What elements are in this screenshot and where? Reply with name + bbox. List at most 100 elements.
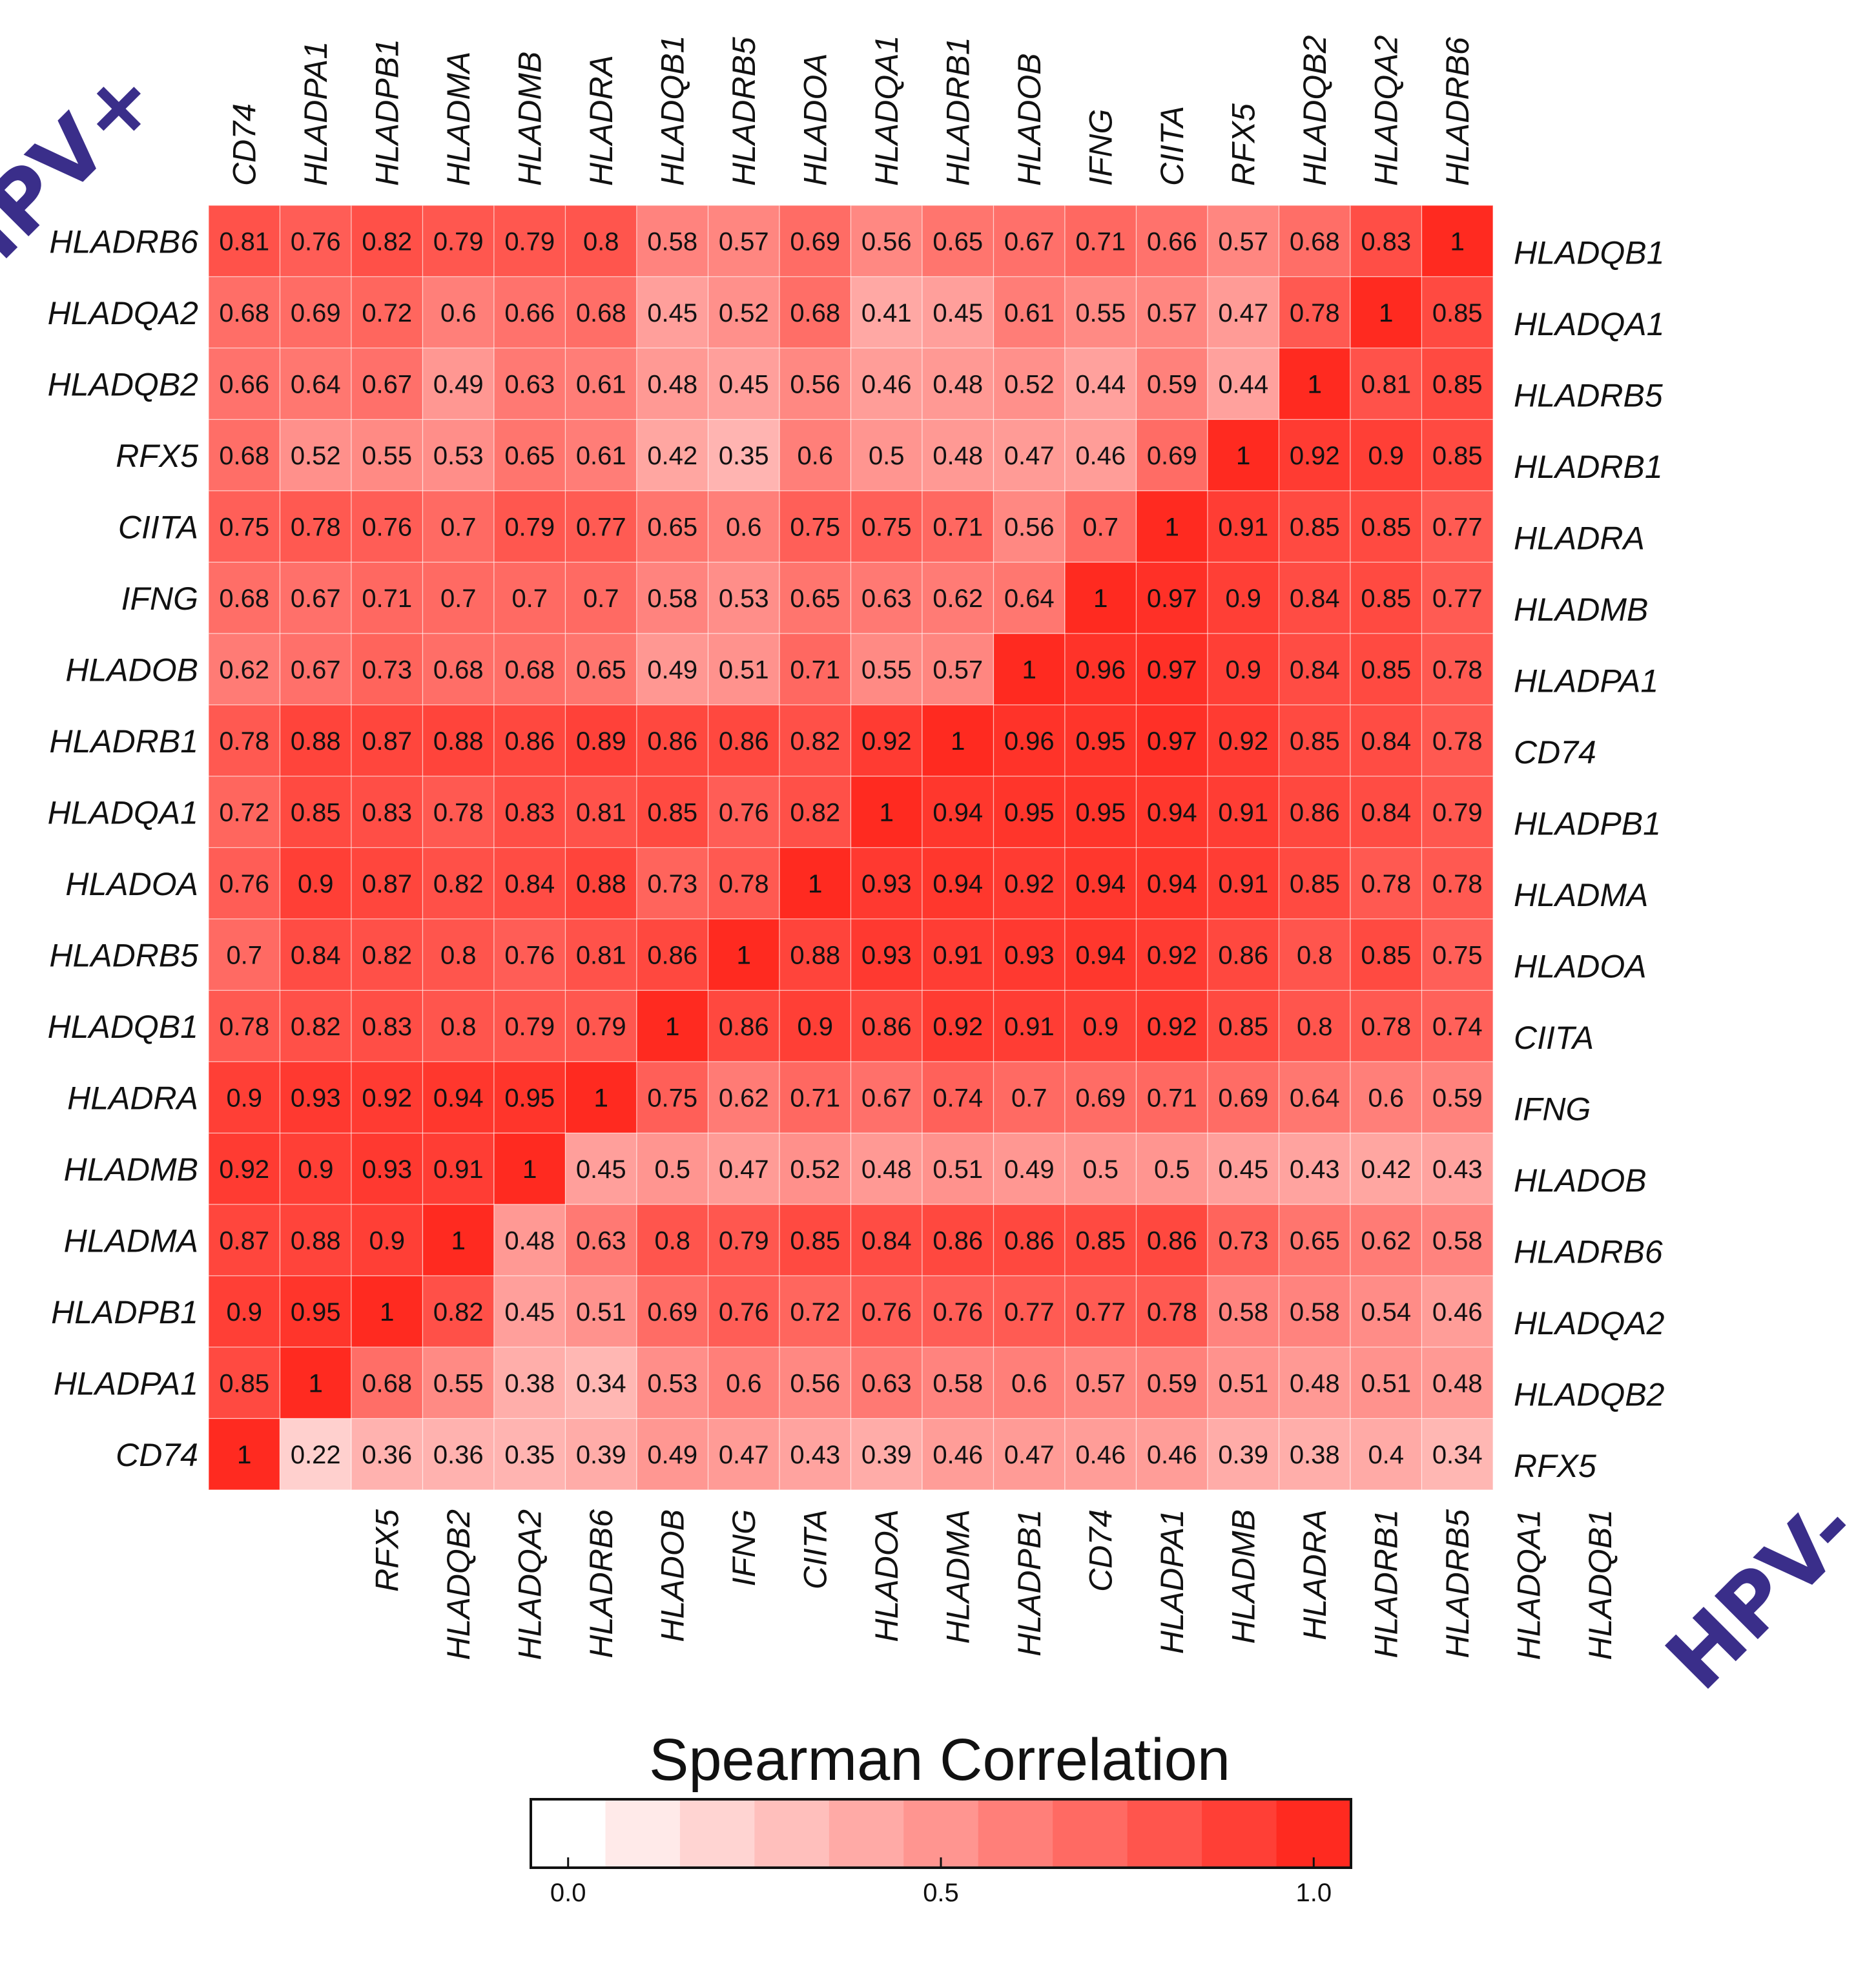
hpv-pos-row-label: RFX5 bbox=[116, 438, 198, 474]
hpv-pos-cell bbox=[422, 633, 495, 706]
hpv-pos-cell bbox=[850, 418, 923, 491]
hpv-pos-cell-value: 0.68 bbox=[219, 442, 269, 470]
hpv-neg-row-label: HLADRA bbox=[1514, 520, 1645, 556]
hpv-neg-cell bbox=[493, 1204, 566, 1277]
hpv-neg-cell-value: 0.45 bbox=[576, 1155, 626, 1184]
hpv-neg-cell bbox=[564, 1061, 637, 1134]
hpv-neg-cell bbox=[1135, 989, 1208, 1062]
hpv-neg-cell bbox=[779, 847, 852, 920]
hpv-neg-cell bbox=[993, 1347, 1066, 1420]
hpv-neg-cell bbox=[1207, 704, 1280, 777]
colorbar-tick-label: 0.0 bbox=[550, 1879, 586, 1907]
hpv-neg-cell bbox=[993, 1204, 1066, 1277]
hpv-neg-cell-value: 0.59 bbox=[1432, 1084, 1483, 1112]
hpv-neg-cell-value: 0.86 bbox=[719, 1013, 769, 1041]
hpv-pos-cell bbox=[422, 1132, 495, 1205]
hpv-neg-cell-value: 0.47 bbox=[719, 1155, 769, 1184]
hpv-neg-cell-value: 0.49 bbox=[1004, 1155, 1055, 1184]
hpv-neg-cell-value: 0.77 bbox=[1075, 1298, 1126, 1327]
hpv-pos-cell bbox=[279, 704, 352, 777]
hpv-neg-cell-value: 0.5 bbox=[1154, 1155, 1190, 1184]
hpv-neg-cell-value: 0.85 bbox=[1290, 870, 1340, 898]
hpv-pos-cell-value: 0.9 bbox=[298, 870, 334, 898]
hpv-neg-cell bbox=[1421, 1275, 1494, 1348]
hpv-neg-cell-value: 0.94 bbox=[1075, 941, 1126, 969]
hpv-pos-cell bbox=[493, 418, 566, 491]
hpv-pos-cell-value: 0.52 bbox=[1004, 370, 1055, 398]
hpv-pos-cell-value: 0.8 bbox=[440, 1013, 477, 1041]
hpv-pos-cell-value: 0.48 bbox=[933, 442, 983, 470]
hpv-neg-cell bbox=[707, 989, 780, 1062]
hpv-pos-row-label: HLADRB1 bbox=[49, 723, 198, 759]
hpv-neg-cell bbox=[422, 1347, 495, 1420]
hpv-neg-cell-value: 0.46 bbox=[933, 1441, 983, 1469]
hpv-neg-cell-value: 0.47 bbox=[719, 1441, 769, 1469]
hpv-pos-cell-value: 0.87 bbox=[219, 1226, 269, 1255]
hpv-pos-cell bbox=[351, 989, 424, 1062]
hpv-pos-cell-value: 0.83 bbox=[504, 798, 555, 827]
hpv-pos-cell bbox=[279, 561, 352, 634]
hpv-neg-cell-value: 0.86 bbox=[1218, 941, 1268, 969]
hpv-pos-cell-value: 0.85 bbox=[219, 1369, 269, 1398]
hpv-neg-cell-value: 0.7 bbox=[1011, 1084, 1047, 1112]
hpv-pos-cell-value: 0.7 bbox=[1082, 513, 1118, 541]
hpv-pos-cell-value: 0.76 bbox=[719, 798, 769, 827]
hpv-pos-cell-value: 0.47 bbox=[1004, 442, 1055, 470]
hpv-neg-row-label: HLADOA bbox=[1514, 948, 1647, 984]
hpv-pos-cell bbox=[422, 776, 495, 849]
hpv-pos-cell bbox=[636, 561, 709, 634]
hpv-pos-cell-value: 0.69 bbox=[291, 299, 341, 327]
hpv-pos-cell bbox=[779, 776, 852, 849]
hpv-neg-cell-value: 0.74 bbox=[933, 1084, 983, 1112]
hpv-neg-cell bbox=[1421, 847, 1494, 920]
hpv-pos-cell-value: 0.75 bbox=[861, 513, 912, 541]
hpv-neg-cell bbox=[850, 1132, 923, 1205]
hpv-neg-cell bbox=[1350, 1347, 1423, 1420]
hpv-neg-cell bbox=[850, 1418, 923, 1491]
hpv-pos-cell bbox=[850, 205, 923, 278]
hpv-neg-cell-value: 0.78 bbox=[1432, 870, 1483, 898]
hpv-neg-cell-value: 0.95 bbox=[1004, 798, 1055, 827]
hpv-pos-cell bbox=[993, 347, 1066, 420]
hpv-neg-cell bbox=[922, 1347, 995, 1420]
hpv-neg-cell bbox=[707, 1347, 780, 1420]
hpv-neg-column-label: CD74 bbox=[1082, 1509, 1118, 1592]
hpv-neg-column-label: HLADRA bbox=[1297, 1509, 1333, 1640]
hpv-neg-cell bbox=[1350, 1061, 1423, 1134]
hpv-pos-cell bbox=[422, 205, 495, 278]
hpv-pos-cell-value: 0.72 bbox=[219, 798, 269, 827]
hpv-neg-cell-value: 0.47 bbox=[1004, 1441, 1055, 1469]
hpv-pos-cell bbox=[850, 276, 923, 349]
hpv-neg-cell-value: 0.69 bbox=[1075, 1084, 1126, 1112]
hpv-pos-cell-value: 0.56 bbox=[1004, 513, 1055, 541]
hpv-neg-cell-value: 0.36 bbox=[433, 1441, 484, 1469]
hpv-pos-cell-value: 0.55 bbox=[861, 656, 912, 684]
hpv-neg-cell bbox=[1278, 1061, 1351, 1134]
hpv-pos-cell-value: 1 bbox=[1022, 656, 1036, 684]
colorbar-swatch bbox=[1053, 1799, 1128, 1868]
hpv-pos-row-label: HLADQA2 bbox=[48, 295, 199, 331]
hpv-pos-cell-value: 0.61 bbox=[576, 442, 626, 470]
heatmap-cells bbox=[208, 205, 1494, 1491]
hpv-neg-cell-value: 0.54 bbox=[1361, 1298, 1411, 1327]
hpv-neg-cell bbox=[707, 1418, 780, 1491]
hpv-pos-cell-value: 0.45 bbox=[647, 299, 697, 327]
hpv-neg-cell bbox=[707, 918, 780, 991]
hpv-pos-cell bbox=[422, 561, 495, 634]
hpv-pos-cell bbox=[351, 776, 424, 849]
hpv-neg-cell-value: 0.67 bbox=[861, 1084, 912, 1112]
hpv-pos-cell-value: 0.53 bbox=[433, 442, 484, 470]
hpv-pos-cell-value: 0.41 bbox=[861, 299, 912, 327]
hpv-pos-cell bbox=[564, 776, 637, 849]
hpv-neg-cell-value: 0.86 bbox=[861, 1013, 912, 1041]
hpv-neg-cell-value: 0.53 bbox=[647, 1369, 697, 1398]
hpv-pos-cell-value: 0.83 bbox=[362, 1013, 412, 1041]
hpv-pos-cell bbox=[208, 633, 281, 706]
hpv-neg-cell-value: 0.58 bbox=[933, 1369, 983, 1398]
hpv-pos-cell-value: 0.69 bbox=[790, 227, 840, 256]
hpv-pos-row-label: CIITA bbox=[118, 509, 198, 545]
hpv-pos-cell-value: 0.58 bbox=[647, 227, 697, 256]
hpv-neg-cell-value: 0.63 bbox=[861, 1369, 912, 1398]
hpv-neg-cell bbox=[1350, 1275, 1423, 1348]
hpv-neg-cell bbox=[1135, 847, 1208, 920]
